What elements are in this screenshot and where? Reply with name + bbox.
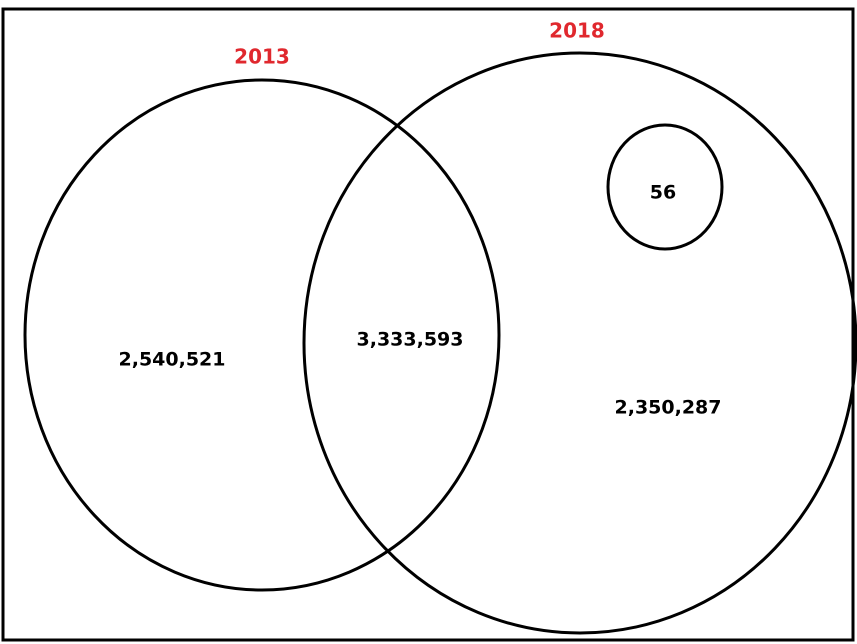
set-label: 2013 [234,45,290,69]
region-label: 3,333,593 [357,329,464,351]
set-circle-2013 [23,78,501,592]
region-label: 2,540,521 [119,349,226,371]
region-label: 56 [650,182,676,204]
region-label: 2,350,287 [615,397,722,419]
frame [1,7,855,642]
set-circle-2018 [302,51,857,635]
subset-circle [606,123,724,251]
set-label: 2018 [549,19,605,43]
